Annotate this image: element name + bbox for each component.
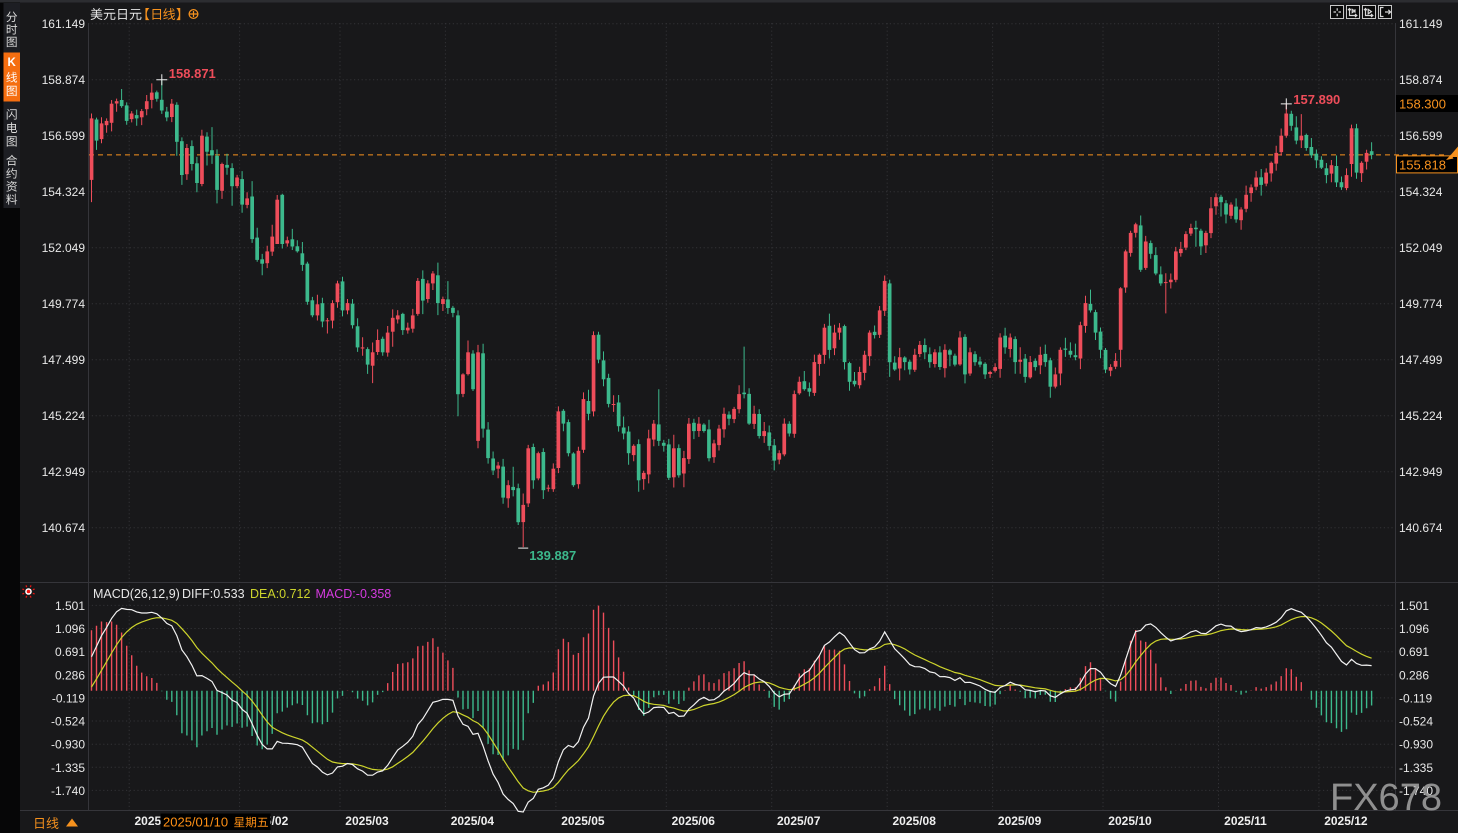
svg-text:0.286: 0.286 — [1399, 668, 1429, 682]
svg-text:0.691: 0.691 — [1399, 645, 1429, 659]
svg-text:-1.740: -1.740 — [1399, 784, 1433, 798]
svg-text:0.691: 0.691 — [55, 645, 85, 659]
svg-text:158.874: 158.874 — [42, 73, 86, 87]
svg-text:142.949: 142.949 — [42, 465, 86, 479]
svg-text:147.499: 147.499 — [1399, 353, 1443, 367]
svg-text:-0.930: -0.930 — [1399, 738, 1433, 752]
svg-text:140.674: 140.674 — [1399, 521, 1443, 535]
svg-text:142.949: 142.949 — [1399, 465, 1443, 479]
svg-text:2025/06: 2025/06 — [672, 814, 716, 828]
svg-text:152.049: 152.049 — [1399, 241, 1443, 255]
svg-text:2025/04: 2025/04 — [451, 814, 495, 828]
svg-text:155.818: 155.818 — [1399, 157, 1446, 172]
svg-text:DEA:0.712: DEA:0.712 — [250, 587, 311, 601]
svg-text:2025/05: 2025/05 — [561, 814, 605, 828]
svg-text:-0.930: -0.930 — [51, 738, 85, 752]
svg-text:145.224: 145.224 — [1399, 409, 1443, 423]
svg-text:DIFF:0.533: DIFF:0.533 — [182, 587, 245, 601]
svg-text:156.599: 156.599 — [42, 129, 86, 143]
svg-text:154.324: 154.324 — [42, 185, 86, 199]
svg-text:-0.524: -0.524 — [1399, 715, 1433, 729]
svg-text:161.149: 161.149 — [1399, 17, 1443, 31]
svg-text:2025/03: 2025/03 — [345, 814, 389, 828]
svg-text:2025/09: 2025/09 — [998, 814, 1042, 828]
svg-text:-0.119: -0.119 — [1399, 691, 1432, 705]
svg-text:149.774: 149.774 — [1399, 297, 1443, 311]
svg-text:157.890: 157.890 — [1293, 92, 1340, 107]
svg-text:145.224: 145.224 — [42, 409, 86, 423]
svg-text:MACD(26,12,9): MACD(26,12,9) — [93, 587, 180, 601]
svg-text:149.774: 149.774 — [42, 297, 86, 311]
svg-text:154.324: 154.324 — [1399, 185, 1443, 199]
svg-text:K: K — [8, 57, 17, 69]
svg-text:158.874: 158.874 — [1399, 73, 1443, 87]
svg-text:-1.335: -1.335 — [1399, 761, 1433, 775]
svg-text:2025/12: 2025/12 — [1324, 814, 1368, 828]
svg-text:2025/11: 2025/11 — [1224, 814, 1267, 828]
svg-text:2025/10: 2025/10 — [1108, 814, 1152, 828]
svg-text:0.286: 0.286 — [55, 668, 85, 682]
svg-text:161.149: 161.149 — [42, 17, 86, 31]
svg-text:1.096: 1.096 — [1399, 622, 1429, 636]
svg-text:-0.524: -0.524 — [51, 715, 85, 729]
svg-text:-1.335: -1.335 — [51, 761, 85, 775]
svg-text:FX678: FX678 — [1330, 777, 1442, 819]
svg-text:2025/07: 2025/07 — [777, 814, 821, 828]
svg-text:158.871: 158.871 — [169, 66, 216, 81]
svg-text:139.887: 139.887 — [529, 548, 576, 563]
svg-text:2025/01/10: 2025/01/10 — [163, 815, 228, 830]
svg-text:152.049: 152.049 — [42, 241, 86, 255]
svg-text:1.501: 1.501 — [55, 599, 85, 613]
svg-text:158.300: 158.300 — [1399, 97, 1446, 112]
svg-text:-0.119: -0.119 — [52, 691, 85, 705]
svg-text:140.674: 140.674 — [42, 521, 86, 535]
svg-text:MACD:-0.358: MACD:-0.358 — [316, 587, 392, 601]
svg-text:156.599: 156.599 — [1399, 129, 1443, 143]
svg-text:1.501: 1.501 — [1399, 599, 1429, 613]
svg-text:1.096: 1.096 — [55, 622, 85, 636]
svg-text:147.499: 147.499 — [42, 353, 86, 367]
svg-text:-1.740: -1.740 — [51, 784, 85, 798]
svg-text:2025/08: 2025/08 — [893, 814, 937, 828]
